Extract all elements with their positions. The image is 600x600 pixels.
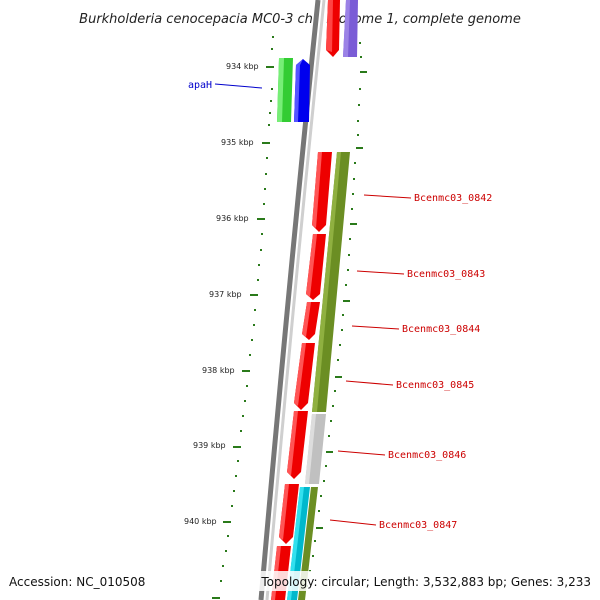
gene-feature-top-red[interactable]	[326, 0, 340, 57]
gene-feature-gray[interactable]	[305, 414, 326, 484]
gene-feature-0846[interactable]	[287, 411, 308, 479]
gene-feature-apaH-green[interactable]	[277, 58, 293, 122]
svg-text:Bcenmc03_0846: Bcenmc03_0846	[388, 450, 466, 461]
gene-feature-apaH[interactable]	[294, 59, 310, 122]
gene-label-0845: Bcenmc03_0845	[345, 380, 474, 391]
svg-text:apaH: apaH	[188, 80, 212, 91]
gene-feature-0843[interactable]	[306, 234, 326, 300]
tick-label: 936 kbp	[216, 214, 249, 223]
gene-label-0844: Bcenmc03_0844	[351, 324, 480, 335]
gene-track-olive	[312, 152, 350, 412]
tick-label: 939 kbp	[193, 441, 226, 450]
tick-label: 934 kbp	[226, 62, 259, 71]
tick-label: 940 kbp	[184, 517, 217, 526]
gene-feature-0847[interactable]	[279, 484, 299, 544]
gene-label-0847: Bcenmc03_0847	[329, 519, 457, 531]
svg-text:Bcenmc03_0847: Bcenmc03_0847	[379, 520, 457, 531]
scale-dots-inner	[306, 42, 362, 587]
tick-label: 935 kbp	[221, 138, 254, 147]
svg-text:Bcenmc03_0844: Bcenmc03_0844	[402, 324, 480, 335]
svg-text:Bcenmc03_0842: Bcenmc03_0842	[414, 193, 492, 204]
svg-text:Bcenmc03_0845: Bcenmc03_0845	[396, 380, 474, 391]
scale-major-ticks	[212, 66, 274, 599]
accession-text: Accession: NC_010508	[9, 575, 145, 589]
map-title: Burkholderia cenocepacia MC0-3 chromosom…	[79, 12, 521, 27]
topology-text: Topology: circular; Length: 3,532,883 bp…	[260, 575, 591, 589]
svg-text:Bcenmc03_0843: Bcenmc03_0843	[407, 269, 485, 280]
gene-feature-0845[interactable]	[294, 343, 315, 410]
gene-feature-top-purple[interactable]	[343, 0, 358, 57]
gene-label-0842: Bcenmc03_0842	[363, 193, 492, 204]
scale-tick-labels: 934 kbp 935 kbp 936 kbp 937 kbp 938 kbp …	[184, 62, 259, 526]
gene-label-apaH: apaH	[188, 80, 263, 91]
scale-inner-ticks	[316, 71, 367, 529]
gene-feature-0842[interactable]	[312, 152, 332, 232]
gene-label-0846: Bcenmc03_0846	[337, 450, 466, 461]
scale-dots-outer	[220, 36, 274, 582]
tick-label: 938 kbp	[202, 366, 235, 375]
gene-feature-0844[interactable]	[302, 302, 320, 340]
tick-label: 937 kbp	[209, 290, 242, 299]
gene-label-0843: Bcenmc03_0843	[356, 269, 485, 280]
